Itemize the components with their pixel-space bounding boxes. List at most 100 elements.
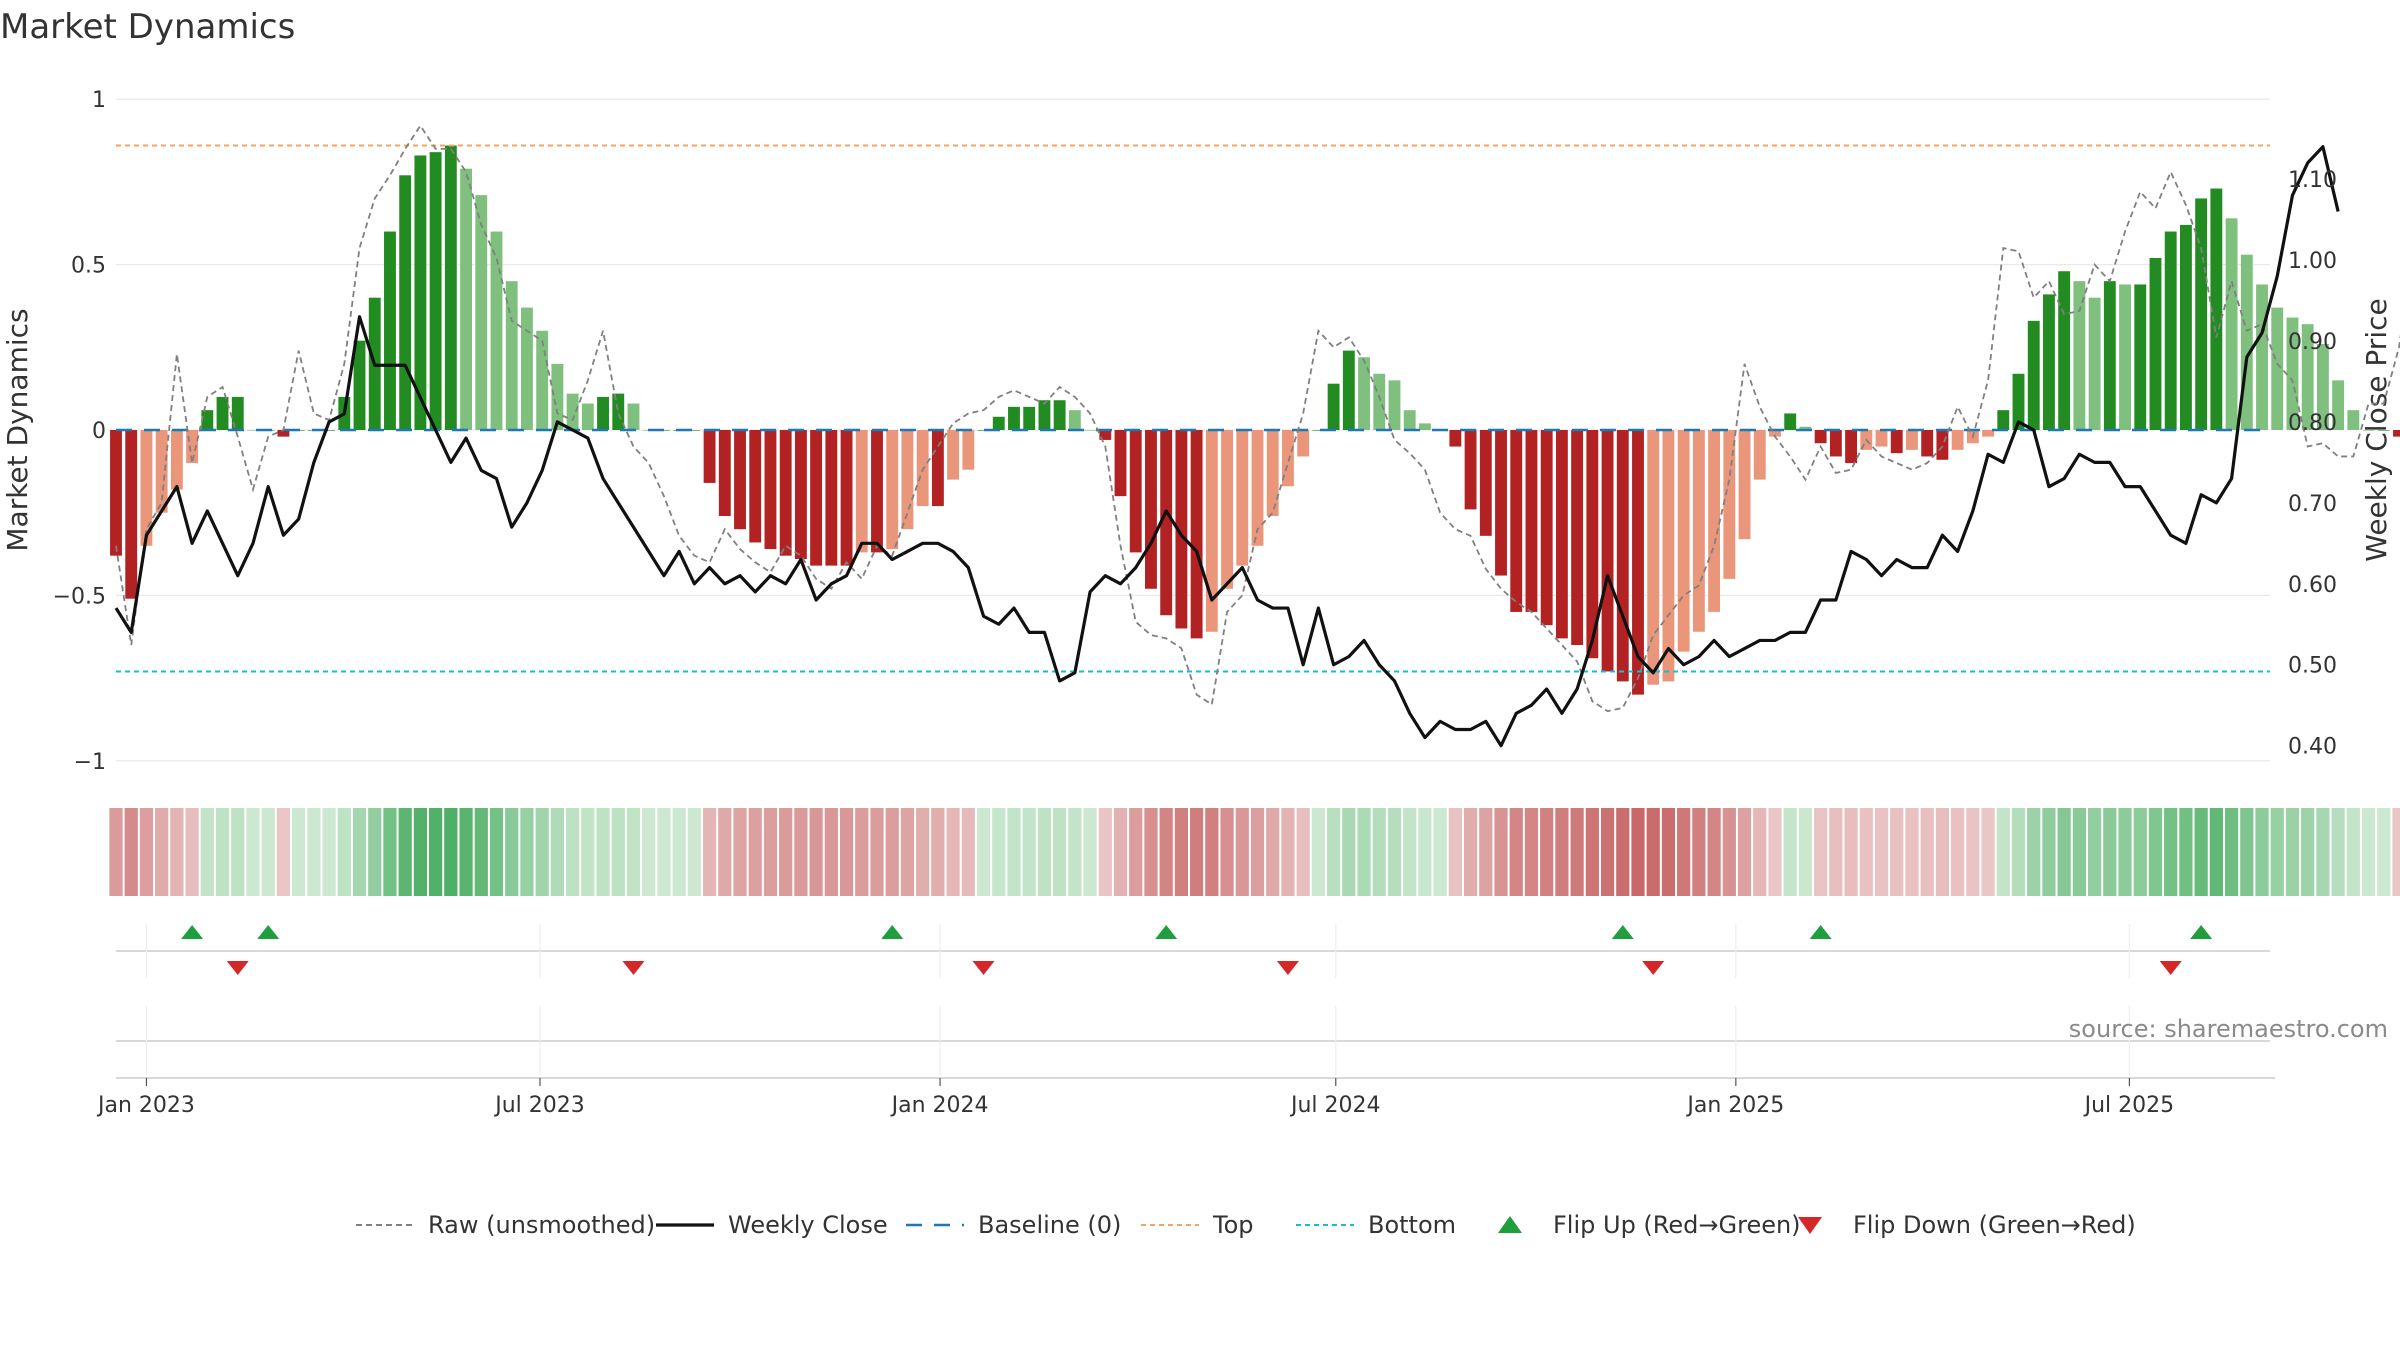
heat-strip-cell (1631, 808, 1645, 896)
y2-tick-label: 1.00 (2288, 249, 2337, 274)
heat-strip-cell (763, 808, 778, 896)
heat-strip-cell (1068, 808, 1082, 896)
heat-strip-cell (672, 808, 686, 896)
heat-strip-cell (1007, 808, 1021, 896)
heat-strip-cell (1966, 808, 1980, 896)
heat-strip-cell (992, 808, 1006, 896)
line-series (114, 124, 2400, 748)
heat-strip-cell (916, 808, 930, 896)
legend-swatch (1498, 1216, 1522, 1233)
heat-strip-cell (779, 808, 793, 896)
heat-strip-cell (2164, 808, 2178, 896)
dynamics-bar (460, 168, 472, 430)
heat-strip-cell (276, 808, 291, 896)
heat-strip-cell (1600, 808, 1615, 896)
flip-down-marker (1642, 961, 1665, 975)
heat-strip-cell (748, 808, 762, 896)
dynamics-bar (2240, 254, 2253, 430)
reference-lines (116, 144, 2270, 673)
dynamics-bar (1906, 430, 1918, 450)
dynamics-bar (2225, 218, 2238, 430)
dynamics-bar (1875, 430, 1888, 447)
legend-item: Weekly Close (656, 1211, 888, 1239)
heat-strip-cell (1220, 808, 1234, 896)
heat-strip-cell (1768, 808, 1782, 896)
dynamics-bar (277, 430, 290, 437)
dynamics-bar (1890, 430, 1903, 454)
heat-strip-cell (2224, 808, 2239, 896)
dynamics-bar (916, 430, 929, 507)
dynamics-bar (536, 330, 549, 430)
heat-strip-cell (2270, 808, 2284, 896)
dynamics-bar (1845, 430, 1858, 464)
heat-strip-cell (1403, 808, 1417, 896)
heat-strip-cell (1190, 808, 1204, 896)
dynamics-bar (1936, 430, 1949, 460)
dynamics-bar (505, 281, 518, 430)
heat-strip-cell (1844, 808, 1858, 896)
dynamics-bar (1084, 430, 1097, 431)
heat-strip-cell (444, 808, 458, 896)
dynamics-bar (627, 403, 640, 430)
dynamics-bar (1327, 383, 1340, 430)
heat-strip-cell (565, 808, 580, 896)
heat-strip-cell (2194, 808, 2208, 896)
dynamics-bar (1205, 430, 1218, 632)
dynamics-bar (566, 393, 579, 430)
dynamics-bar (1982, 430, 1994, 437)
heat-strip-cell (2057, 808, 2071, 896)
dynamics-bar (2088, 297, 2101, 430)
legend-item: Flip Down (Green→Red) (1798, 1211, 2136, 1239)
dynamics-bar (749, 430, 762, 543)
legend-item: Baseline (0) (906, 1211, 1121, 1239)
heat-strip-cell (2301, 808, 2315, 896)
dynamics-bar (1616, 430, 1629, 682)
dynamics-bar (353, 340, 366, 430)
heat-strip-cell (2392, 808, 2400, 896)
heat-strip-cell (1524, 808, 1539, 896)
dynamics-bar (521, 307, 533, 430)
legend: Raw (unsmoothed) Weekly Close Baseline (0)… (356, 1211, 2136, 1239)
dynamics-bar (1708, 430, 1721, 612)
legend-swatch (1798, 1217, 1822, 1234)
dynamics-bar (1342, 350, 1355, 430)
flip-up-marker (181, 925, 204, 939)
dynamics-bar (1145, 430, 1157, 589)
dynamics-bar (2377, 430, 2390, 431)
dynamics-bar (231, 396, 244, 430)
heat-strip-cell (352, 808, 367, 896)
dynamics-bar (688, 430, 701, 431)
dynamics-bar (810, 430, 823, 566)
dynamics-bar (1738, 430, 1751, 540)
heat-strip-cell (337, 808, 351, 896)
heat-strip-cell (1692, 808, 1706, 896)
dynamics-bar (612, 393, 625, 430)
dynamics-bar (2316, 344, 2329, 430)
dynamics-bar (2195, 198, 2208, 430)
heat-strip-cell (124, 808, 138, 896)
dynamics-bar (2012, 373, 2025, 430)
heat-strip-cell (2179, 808, 2193, 896)
heat-strip-cell (155, 808, 169, 896)
heat-strip-cell (1935, 808, 1950, 896)
dynamics-bar (1312, 430, 1325, 431)
dynamics-bar (2134, 284, 2147, 430)
dynamics-bar (1175, 430, 1188, 629)
heat-strip-cell (200, 808, 214, 896)
heat-strip-cell (2133, 808, 2147, 896)
legend-label: Flip Down (Green→Red) (1853, 1211, 2136, 1239)
heat-strip-cell (1448, 808, 1462, 896)
heat-strip-cell (1479, 808, 1493, 896)
dynamics-bar (2119, 284, 2131, 430)
legend-label: Weekly Close (728, 1211, 888, 1239)
dynamics-bar (475, 195, 488, 430)
dynamics-bar (1464, 430, 1477, 510)
heat-strip-cell (2042, 808, 2056, 896)
y2-tick-label: 0.40 (2288, 735, 2337, 760)
heat-strip-cell (1326, 808, 1341, 896)
heat-strip-cell (687, 808, 701, 896)
heat-strip-cell (1235, 808, 1249, 896)
heat-strip-cell (1037, 808, 1052, 896)
dynamics-bar (1114, 430, 1127, 497)
dynamics-bar (1555, 430, 1568, 639)
